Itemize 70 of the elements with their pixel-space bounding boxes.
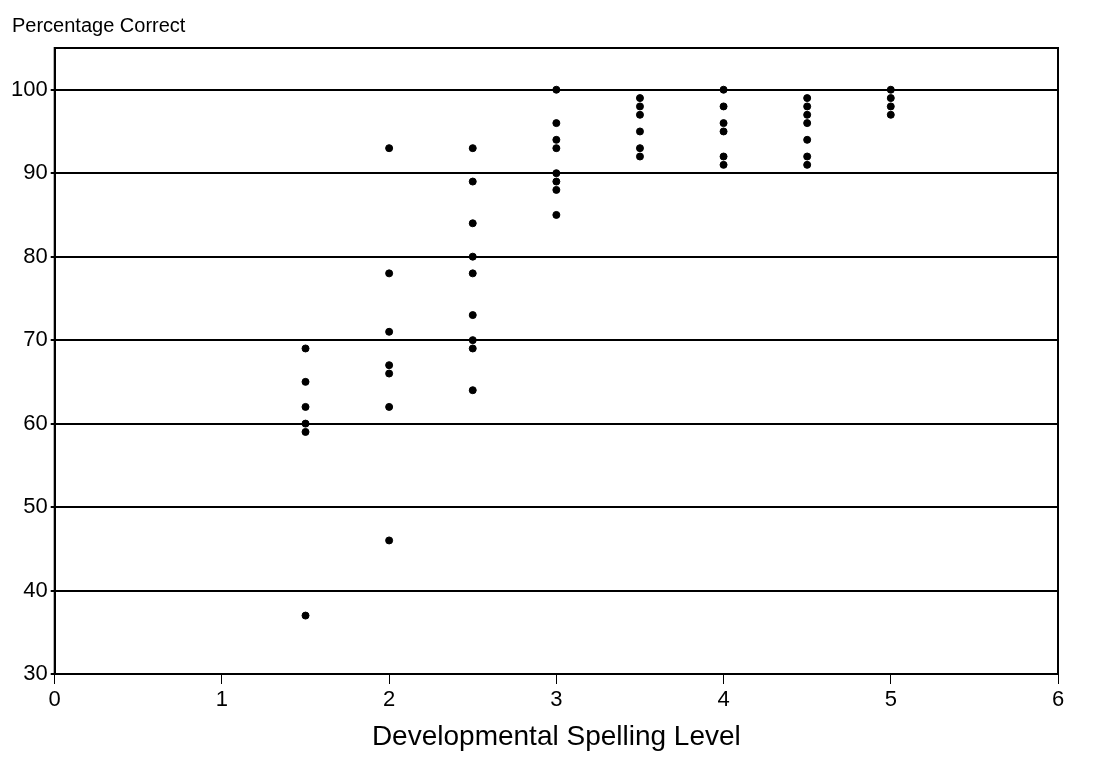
y-tick-label: 70 bbox=[23, 326, 48, 352]
point bbox=[886, 85, 895, 94]
point bbox=[468, 144, 477, 153]
point bbox=[385, 361, 394, 370]
x-tick-label: 2 bbox=[383, 686, 396, 712]
point bbox=[803, 110, 812, 119]
point bbox=[635, 94, 644, 103]
y-tick-label: 80 bbox=[23, 242, 48, 268]
point bbox=[719, 160, 728, 169]
point bbox=[468, 177, 477, 186]
x-tick-label: 5 bbox=[884, 686, 897, 712]
point bbox=[552, 210, 561, 219]
point bbox=[385, 369, 394, 378]
point bbox=[301, 377, 310, 386]
point bbox=[468, 252, 477, 261]
y-tick-label: 50 bbox=[23, 493, 48, 519]
point bbox=[385, 269, 394, 278]
y-tick-label: 40 bbox=[23, 576, 48, 602]
point bbox=[468, 269, 477, 278]
point bbox=[719, 127, 728, 136]
point bbox=[385, 536, 394, 545]
point bbox=[803, 135, 812, 144]
point bbox=[552, 119, 561, 128]
point bbox=[635, 102, 644, 111]
point bbox=[719, 102, 728, 111]
y-tick-label: 100 bbox=[10, 75, 48, 101]
point bbox=[301, 419, 310, 428]
point bbox=[635, 127, 644, 136]
point bbox=[635, 110, 644, 119]
point bbox=[635, 152, 644, 161]
point bbox=[385, 327, 394, 336]
point bbox=[468, 386, 477, 395]
point bbox=[552, 185, 561, 194]
point bbox=[385, 402, 394, 411]
x-tick-label: 3 bbox=[550, 686, 563, 712]
point bbox=[803, 160, 812, 169]
point bbox=[301, 427, 310, 436]
y-tick-label: 60 bbox=[23, 409, 48, 435]
x-tick-label: 6 bbox=[1051, 686, 1065, 712]
point bbox=[803, 102, 812, 111]
x-tick-label: 1 bbox=[215, 686, 229, 712]
point bbox=[468, 344, 477, 353]
point bbox=[886, 102, 895, 111]
point bbox=[719, 152, 728, 161]
y-axis-title: Percentage Correct bbox=[12, 13, 186, 36]
point bbox=[719, 119, 728, 128]
y-tick-label: 90 bbox=[23, 159, 48, 185]
point bbox=[803, 152, 812, 161]
point bbox=[803, 94, 812, 103]
point bbox=[886, 110, 895, 119]
point bbox=[552, 135, 561, 144]
point bbox=[468, 336, 477, 345]
point bbox=[468, 219, 477, 228]
point bbox=[301, 611, 310, 620]
x-tick-label: 0 bbox=[48, 686, 61, 712]
x-axis-title: Developmental Spelling Level bbox=[371, 719, 741, 751]
point bbox=[301, 402, 310, 411]
point bbox=[552, 169, 561, 178]
y-tick-label: 30 bbox=[23, 660, 48, 686]
x-tick-label: 4 bbox=[717, 686, 730, 712]
point bbox=[886, 94, 895, 103]
point bbox=[552, 85, 561, 94]
point bbox=[385, 144, 394, 153]
point bbox=[719, 85, 728, 94]
point bbox=[803, 119, 812, 128]
point bbox=[552, 144, 561, 153]
point bbox=[301, 344, 310, 353]
point bbox=[635, 144, 644, 153]
point bbox=[468, 311, 477, 320]
point bbox=[552, 177, 561, 186]
